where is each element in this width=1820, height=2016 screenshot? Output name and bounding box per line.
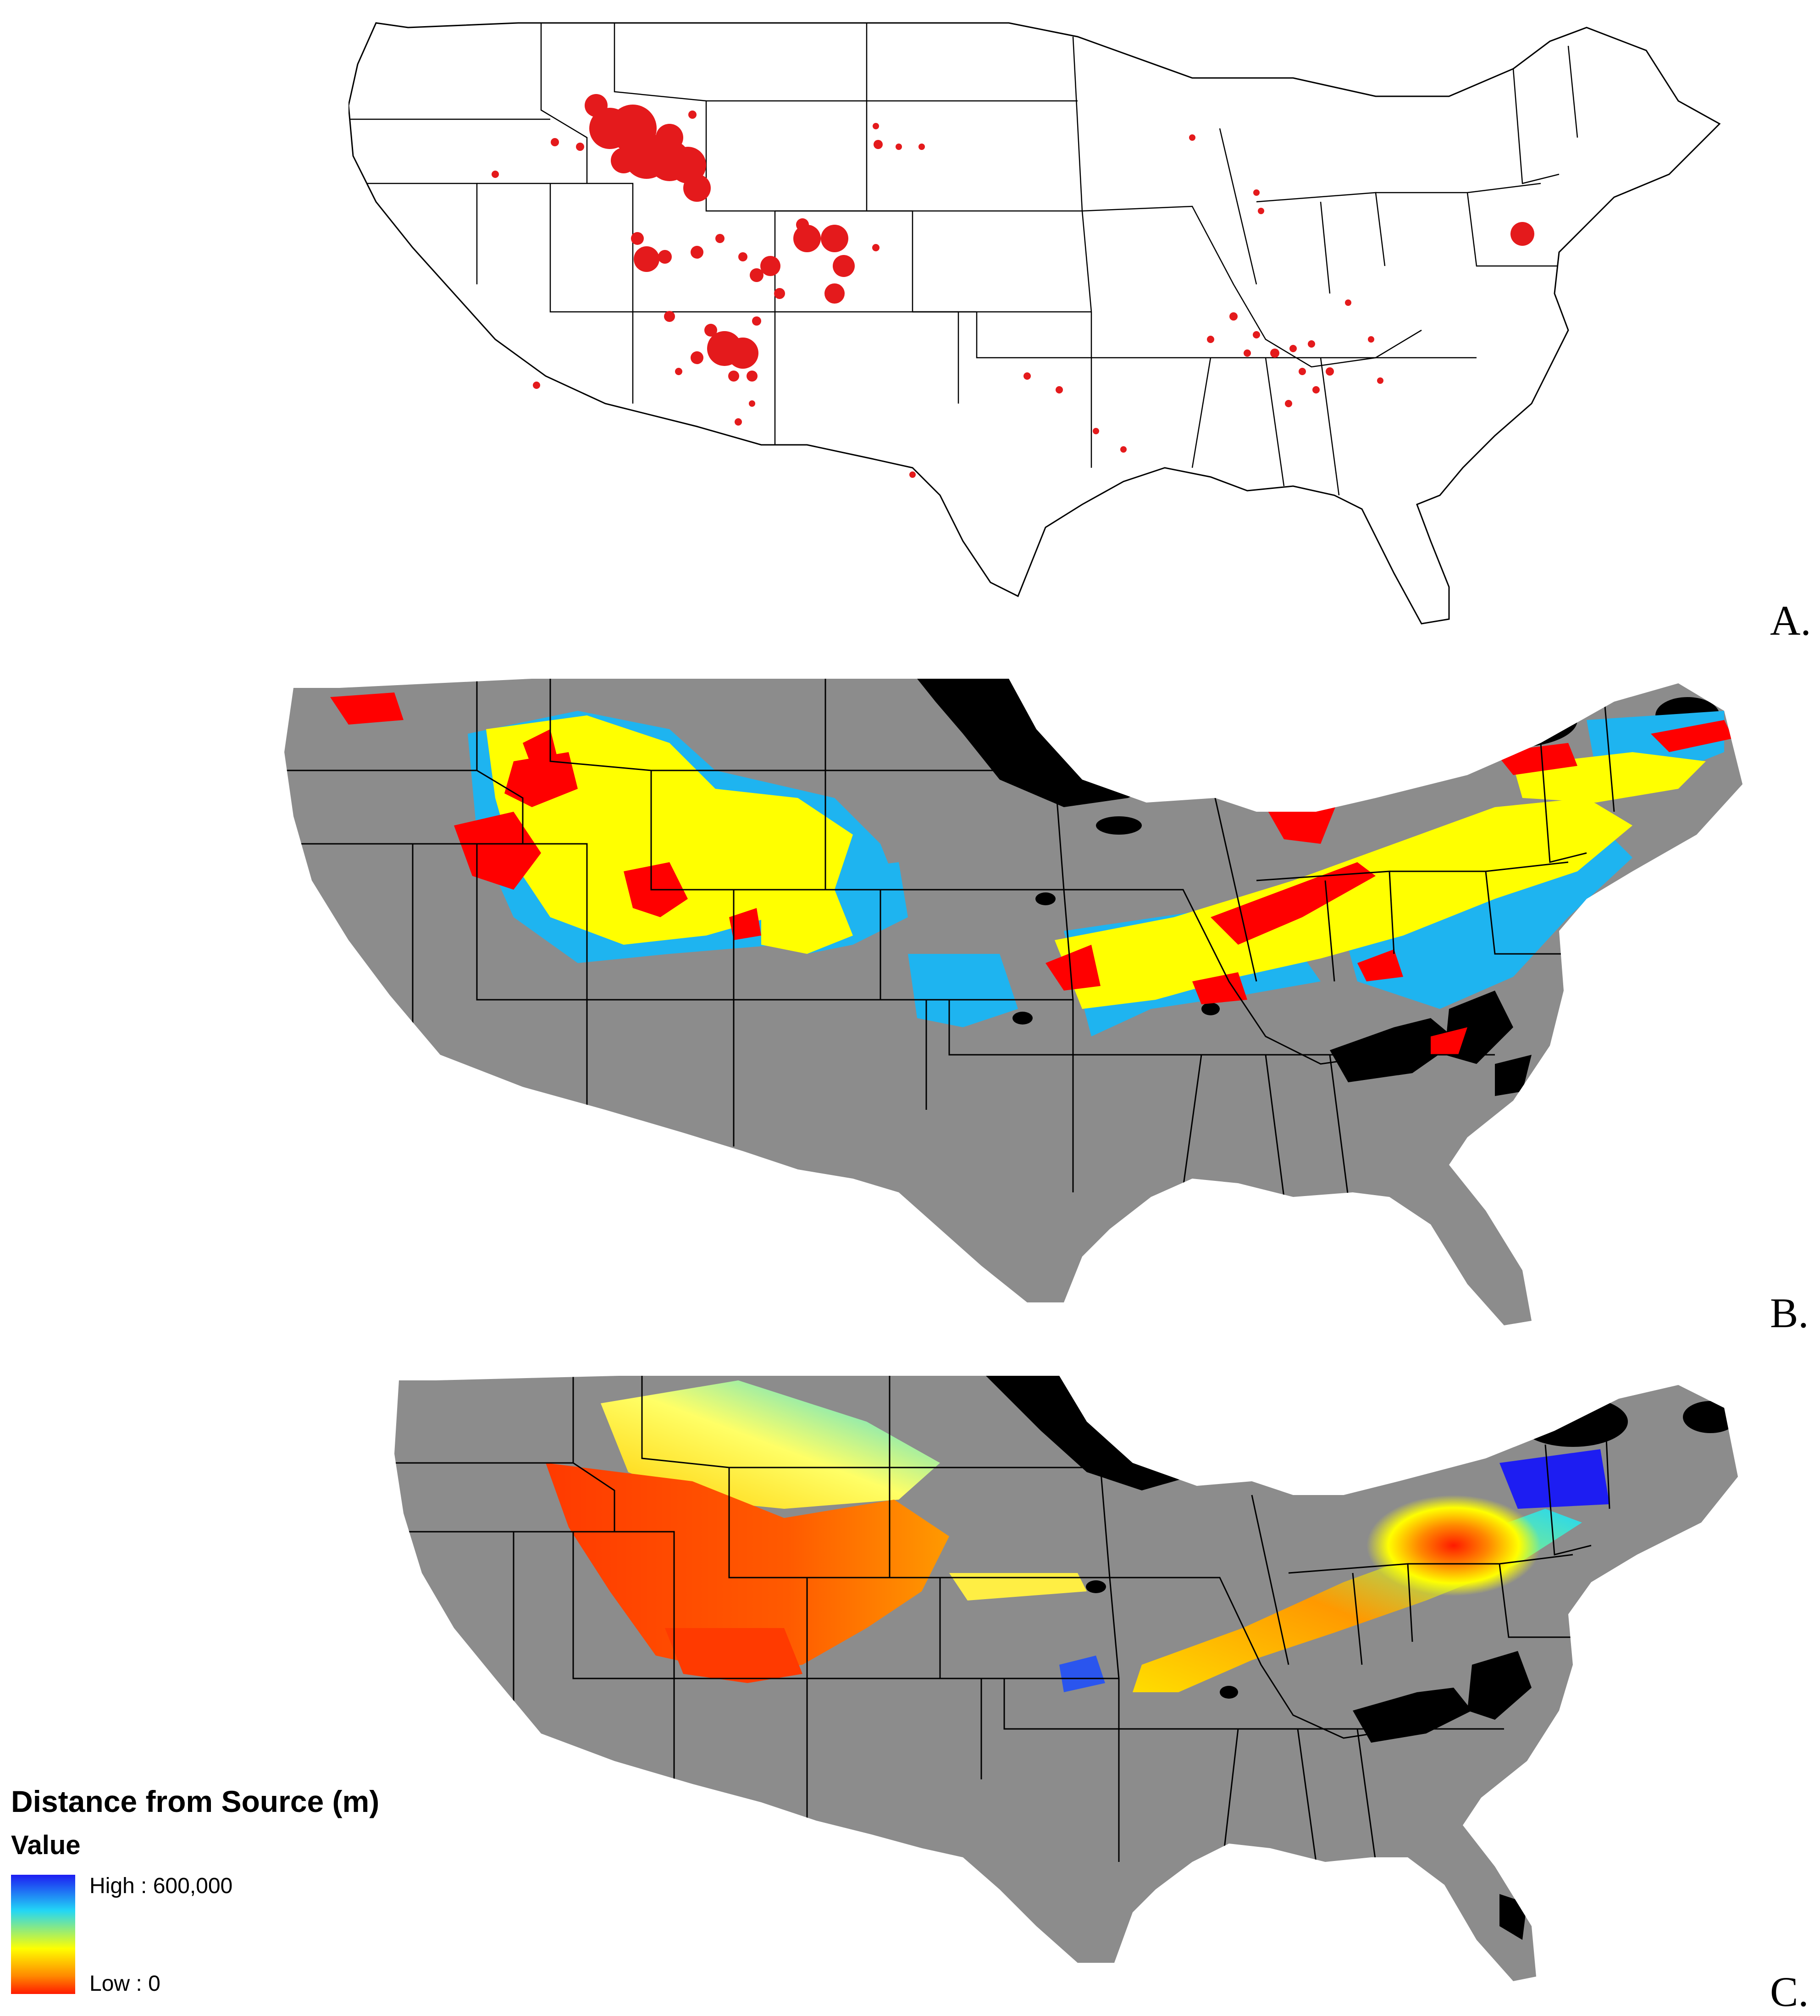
panel-b bbox=[257, 660, 1770, 1339]
legend-high-label: High : 600,000 bbox=[89, 1874, 233, 1898]
legend-title: Distance from Source (m) bbox=[11, 1784, 380, 1818]
legend-subtitle: Value bbox=[11, 1830, 81, 1860]
panel-a-map bbox=[349, 22, 1720, 625]
panel-c-map bbox=[394, 1376, 1738, 1981]
panel-a-letter: A. bbox=[1770, 597, 1811, 644]
panel-b-map bbox=[284, 679, 1743, 1325]
occurrence-points bbox=[492, 94, 1534, 478]
color-ramp bbox=[11, 1875, 75, 1994]
panel-b-letter: B. bbox=[1770, 1290, 1809, 1336]
panel-c bbox=[371, 1371, 1765, 1995]
panel-a bbox=[349, 9, 1770, 642]
panel-c-letter: C. bbox=[1770, 1968, 1809, 2015]
legend-low-label: Low : 0 bbox=[89, 1972, 160, 1996]
legend: Distance from Source (m) Value High : 60… bbox=[9, 1784, 422, 2013]
